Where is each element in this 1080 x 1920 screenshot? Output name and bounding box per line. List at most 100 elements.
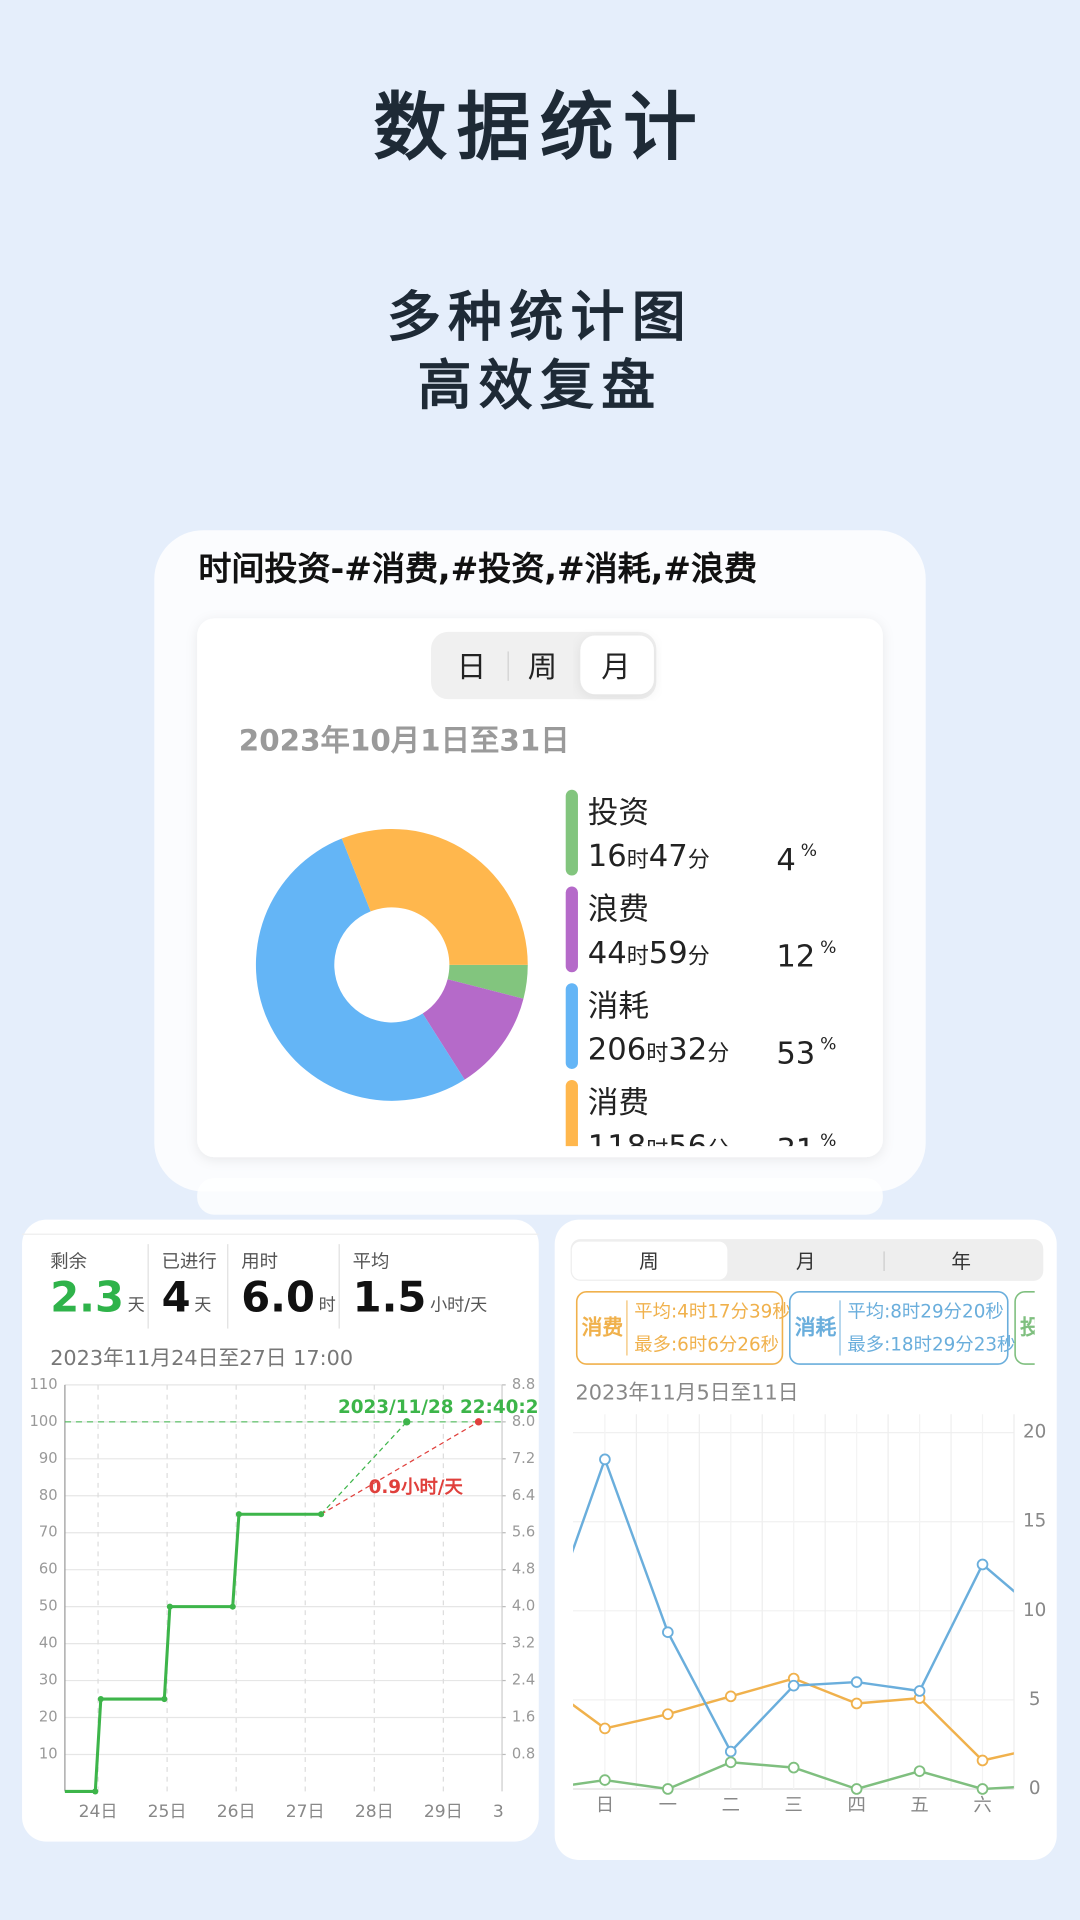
percent: 53 — [776, 1036, 815, 1071]
projection-line — [320, 1421, 479, 1515]
legend-percent: 53% — [776, 1034, 836, 1070]
legend: 消费平均:4时17分39秒最多:6时6分26秒消耗平均:8时29分20秒最多:1… — [575, 1291, 1035, 1365]
stat-label: 剩余 — [50, 1251, 87, 1272]
point — [724, 1690, 737, 1703]
point — [318, 1511, 325, 1518]
legend-name: 投资 — [588, 796, 649, 831]
percent: 4 — [776, 842, 795, 877]
hours: 206 — [588, 1032, 646, 1067]
period: 2023年10月1日至31日 — [239, 724, 570, 758]
period: 2023年11月24日至27日 17:00 — [50, 1346, 353, 1370]
tab[interactable]: 周 — [528, 650, 557, 684]
week-chart: 周 月 年消费平均:4时17分39秒最多:6时6分26秒消耗平均:8时29分20秒最… — [571, 1241, 1046, 1816]
stat-value: 6.0 时 — [241, 1272, 336, 1321]
tab-selected — [580, 635, 654, 695]
point — [599, 1453, 611, 1466]
value: 1.5 — [353, 1272, 427, 1321]
x-tick-label: 日 — [596, 1795, 614, 1816]
tab[interactable]: 日 — [457, 650, 486, 684]
hour-unit: 时 — [646, 1041, 668, 1066]
y-tick-label: 30 — [39, 1672, 58, 1689]
point — [229, 1603, 236, 1610]
unit: 小时/天 — [430, 1295, 487, 1315]
legend-swatch — [565, 1080, 578, 1147]
plot — [573, 1453, 1014, 1795]
point — [599, 1722, 611, 1735]
legend-name: 消耗 — [795, 1316, 837, 1340]
legend-name: 消费 — [588, 1086, 649, 1121]
minute-unit: 分 — [707, 1138, 729, 1163]
y2-tick-label: 3.2 — [512, 1635, 535, 1652]
point — [913, 1685, 926, 1697]
x-tick-label: 25日 — [148, 1802, 187, 1822]
y-tick-label: 20 — [1023, 1422, 1046, 1443]
unit: 时 — [319, 1295, 336, 1315]
hours: 16 — [588, 839, 627, 874]
donut-slice — [422, 979, 524, 1080]
stat-label: 平均 — [353, 1251, 390, 1272]
tab[interactable]: 月 — [796, 1250, 816, 1273]
legend-swatch — [565, 983, 578, 1069]
y2-tick-label: 6.4 — [512, 1487, 535, 1504]
legend-maximum: 最多:18时29分23秒 — [847, 1335, 1015, 1356]
y-tick-label: 80 — [39, 1487, 58, 1504]
y2-tick-label: 8.8 — [512, 1376, 535, 1393]
legend-box — [789, 1291, 1009, 1365]
point — [976, 1754, 989, 1767]
point — [976, 1558, 989, 1571]
y-tick-label: 90 — [39, 1450, 58, 1467]
point — [161, 1695, 168, 1703]
point — [662, 1708, 674, 1720]
y2-tick-label: 0.8 — [512, 1745, 535, 1762]
minute-unit: 分 — [688, 848, 710, 873]
legend-percent: 4% — [776, 841, 817, 877]
point — [787, 1679, 800, 1692]
x-tick-label: 28日 — [355, 1802, 394, 1822]
y-tick-label: 110 — [30, 1376, 58, 1393]
point — [599, 1774, 611, 1786]
percent-unit: % — [820, 1034, 836, 1054]
point — [166, 1603, 173, 1610]
y-tick-label: 10 — [39, 1745, 58, 1762]
percent: 12 — [776, 939, 815, 974]
percent-unit: % — [820, 938, 836, 958]
x-tick-label: 29日 — [424, 1802, 463, 1822]
y-tick-label: 0 — [1029, 1778, 1041, 1799]
stat-value: 2.3 天 — [50, 1272, 145, 1321]
hour-unit: 时 — [627, 848, 649, 873]
point — [235, 1511, 242, 1518]
point — [850, 1783, 863, 1795]
legend-maximum: 最多:6时6分26秒 — [634, 1335, 779, 1356]
minutes: 59 — [649, 935, 688, 970]
legend-name: 消费 — [582, 1316, 624, 1340]
y-tick-label: 10 — [1023, 1600, 1046, 1621]
y2-tick-label: 4.0 — [512, 1598, 535, 1615]
period: 2023年11月5日至11日 — [576, 1380, 799, 1404]
y2-tick-label: 4.8 — [512, 1561, 535, 1578]
percent: 31 — [776, 1133, 815, 1168]
y2-tick-label: 2.4 — [512, 1672, 535, 1689]
donut-slice — [447, 964, 528, 999]
point — [92, 1788, 99, 1795]
value: 2.3 — [50, 1272, 124, 1321]
x-tick-label: 六 — [973, 1795, 991, 1816]
donut-chart — [255, 828, 528, 1101]
minute-unit: 分 — [688, 945, 710, 970]
tab[interactable]: 周 — [639, 1250, 659, 1273]
projection-end — [474, 1418, 483, 1426]
tab[interactable]: 月 — [601, 650, 630, 684]
legend-duration: 44时59分 — [588, 935, 710, 970]
card — [22, 1219, 539, 1842]
legend-name: 浪费 — [588, 893, 649, 928]
tab[interactable]: 年 — [951, 1250, 971, 1273]
minutes: 47 — [649, 839, 688, 874]
unit: 天 — [194, 1295, 211, 1315]
x-tick-label: 四 — [847, 1795, 865, 1816]
minutes: 56 — [668, 1129, 707, 1164]
step-line — [64, 1512, 322, 1793]
legend-box — [1014, 1291, 1035, 1365]
legend-swatch — [565, 789, 578, 876]
